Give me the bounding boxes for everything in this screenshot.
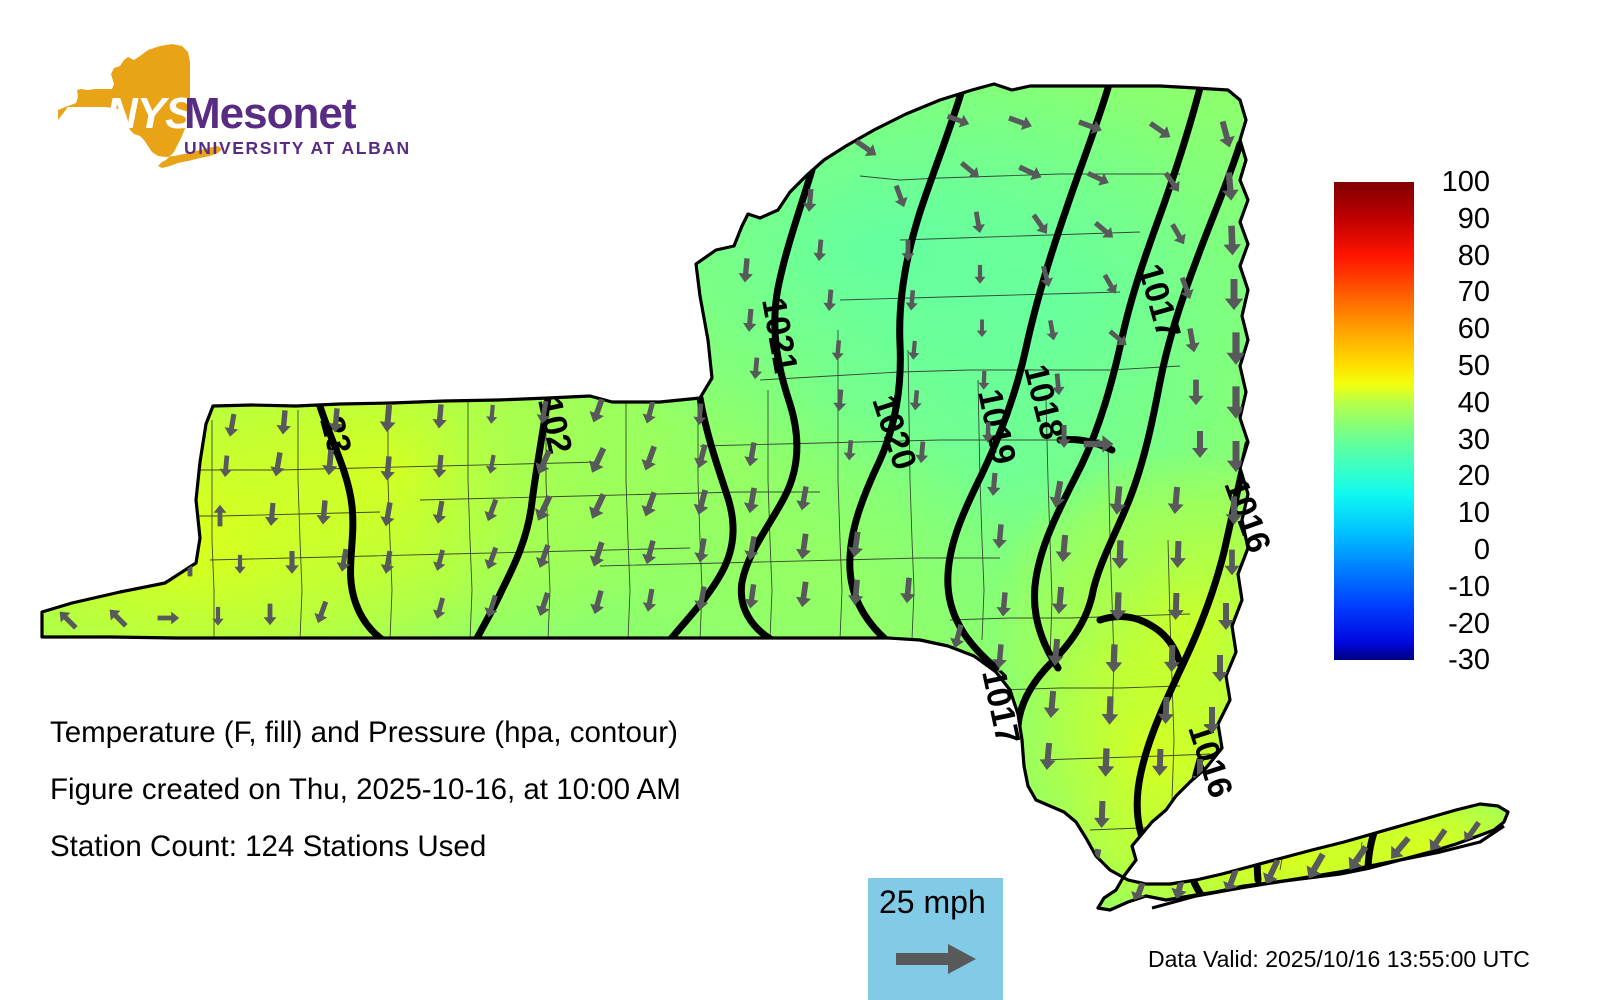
wind-speed-legend: 25 mph — [868, 878, 1003, 1000]
logo-nys-text: NYS — [106, 89, 194, 138]
colorbar-tick: 100 — [1441, 166, 1490, 198]
colorbar-tick: 50 — [1457, 350, 1490, 382]
wind-speed-legend-label: 25 mph — [879, 884, 986, 920]
colorbar-tick: 80 — [1457, 239, 1490, 272]
logo-state-shape — [58, 44, 222, 168]
colorbar-tick: -10 — [1448, 570, 1490, 603]
logo-subtitle-text: UNIVERSITY AT ALBANY — [184, 138, 408, 158]
logo-mesonet-text: Mesonet — [184, 89, 357, 138]
temperature-colorbar — [1334, 182, 1414, 660]
colorbar-tick: 60 — [1457, 313, 1490, 346]
colorbar-tick: 30 — [1457, 423, 1490, 456]
wind-arrow-icon — [894, 942, 978, 981]
colorbar-tick: 70 — [1457, 276, 1490, 309]
colorbar-tick-labels: 100 90 80 70 60 50 40 30 20 10 0 -10 -20… — [1420, 160, 1490, 690]
caption-station-line: Station Count: 124 Stations Used — [50, 830, 487, 863]
wind-vector-field — [59, 113, 1481, 904]
caption-created-line: Figure created on Thu, 2025-10-16, at 10… — [50, 773, 681, 806]
colorbar-tick: 20 — [1457, 460, 1490, 493]
colorbar-tick: -20 — [1448, 607, 1490, 640]
nys-mesonet-logo: NYS Mesonet UNIVERSITY AT ALBANY — [48, 44, 408, 194]
colorbar-tick: -30 — [1448, 644, 1490, 677]
colorbar-tick: 0 — [1473, 534, 1490, 566]
figure-caption: Temperature (F, fill) and Pressure (hpa,… — [50, 718, 810, 889]
colorbar-tick: 90 — [1457, 202, 1490, 235]
data-valid-timestamp: Data Valid: 2025/10/16 13:55:00 UTC — [1148, 946, 1530, 972]
caption-title-line: Temperature (F, fill) and Pressure (hpa,… — [50, 716, 678, 749]
colorbar-tick: 10 — [1457, 497, 1490, 530]
colorbar-tick: 40 — [1457, 386, 1490, 419]
